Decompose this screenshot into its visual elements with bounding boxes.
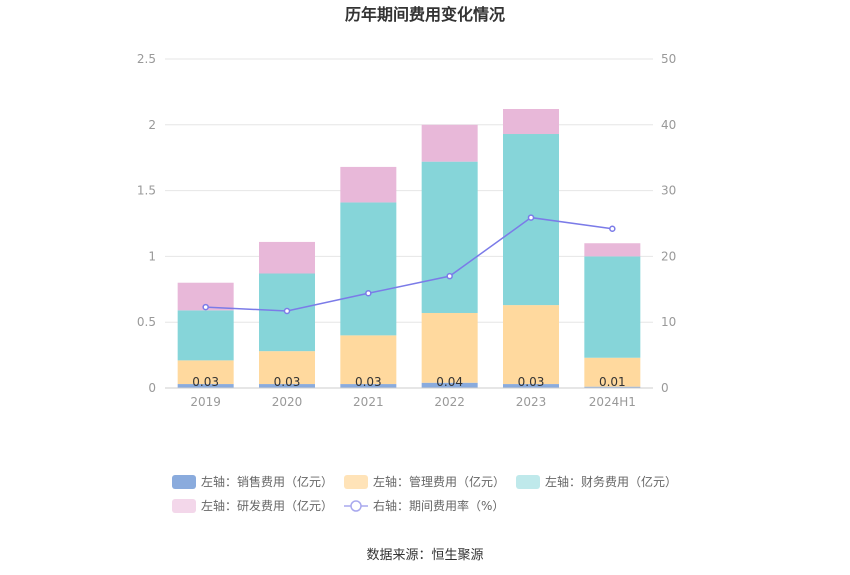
left-tick-label: 0.5: [137, 315, 156, 329]
left-axis: 0 0.5 1 1.5 2 2.5: [137, 52, 156, 395]
legend-item[interactable]: 左轴：财务费用（亿元）: [516, 474, 677, 489]
legend[interactable]: 左轴：销售费用（亿元） 左轴：管理费用（亿元） 左轴：财务费用（亿元） 左轴：研发费用…: [172, 474, 677, 513]
rate-point[interactable]: [446, 272, 453, 280]
bar-segment-0-2020[interactable]: [259, 384, 315, 388]
rate-point[interactable]: [283, 307, 291, 315]
x-axis: 2019 2020 2021 2022 2023 2024H1: [165, 387, 653, 409]
legend-label: 左轴：研发费用（亿元）: [201, 498, 333, 513]
bar-segment-0-2022[interactable]: [421, 382, 478, 388]
rate-line-path: [205, 216, 613, 312]
rate-point[interactable]: [609, 225, 616, 233]
data-label: 0.03: [274, 375, 301, 389]
legend-label: 右轴：期间费用率（%）: [373, 498, 504, 513]
right-tick-label: 50: [661, 52, 676, 66]
right-tick-label: 10: [661, 315, 676, 329]
legend-circle-swatch: [350, 500, 362, 512]
x-tick-label: 2019: [190, 395, 221, 409]
legend-label: 左轴：管理费用（亿元）: [373, 474, 505, 489]
data-label: 0.01: [599, 375, 626, 389]
data-label: 0.03: [355, 375, 382, 389]
bar-segment-3-2020[interactable]: [259, 241, 315, 274]
legend-item[interactable]: 左轴：销售费用（亿元）: [172, 474, 333, 489]
left-tick-label: 2: [148, 118, 156, 132]
left-tick-label: 0: [148, 381, 156, 395]
left-tick-label: 1.5: [137, 184, 156, 198]
right-tick-label: 0: [661, 381, 669, 395]
right-tick-label: 30: [661, 184, 676, 198]
data-label: 0.04: [436, 375, 463, 389]
legend-item[interactable]: 左轴：管理费用（亿元）: [344, 474, 505, 489]
bar-segment-1-2020[interactable]: [259, 351, 315, 385]
right-tick-label: 40: [661, 118, 676, 132]
bar-segment-2-2024H1[interactable]: [584, 256, 641, 358]
bar-segment-0-2023[interactable]: [503, 384, 559, 388]
source-text: 数据来源：恒生聚源: [366, 548, 483, 563]
legend-item[interactable]: 右轴：期间费用率（%）: [344, 498, 504, 513]
legend-swatch: [172, 499, 196, 513]
bar-segment-1-2022[interactable]: [421, 312, 478, 383]
legend-label: 左轴：财务费用（亿元）: [545, 474, 677, 489]
x-tick-label: 2020: [272, 395, 303, 409]
bars: [177, 109, 641, 388]
bar-segment-3-2023[interactable]: [503, 109, 559, 135]
bar-segment-3-2022[interactable]: [421, 124, 478, 162]
bar-segment-3-2024H1[interactable]: [584, 243, 641, 257]
bar-segment-1-2021[interactable]: [340, 335, 397, 385]
legend-label: 左轴：销售费用（亿元）: [201, 474, 333, 489]
grid: [165, 58, 653, 323]
bar-segment-1-2019[interactable]: [177, 360, 234, 385]
bar-segment-1-2024H1[interactable]: [584, 357, 641, 387]
bar-segment-2-2022[interactable]: [421, 161, 478, 313]
data-labels: 0.03 0.03 0.03 0.04 0.03 0.01: [192, 375, 625, 389]
rate-point[interactable]: [202, 303, 209, 311]
bar-segment-3-2021[interactable]: [340, 166, 397, 203]
left-tick-label: 1: [148, 249, 156, 263]
x-tick-label: 2023: [516, 395, 547, 409]
left-tick-label: 2.5: [137, 52, 156, 66]
right-axis: 0 10 20 30 40 50: [661, 52, 676, 395]
bar-segment-0-2021[interactable]: [340, 384, 397, 388]
chart-title: 历年期间费用变化情况: [345, 5, 505, 24]
x-tick-label: 2022: [434, 395, 465, 409]
bar-segment-0-2019[interactable]: [177, 384, 234, 388]
rate-point[interactable]: [365, 289, 372, 297]
bar-segment-1-2023[interactable]: [503, 305, 559, 385]
bar-segment-0-2024H1[interactable]: [584, 386, 641, 388]
legend-item[interactable]: 左轴：研发费用（亿元）: [172, 498, 333, 513]
rate-point[interactable]: [527, 214, 535, 221]
bar-segment-2-2021[interactable]: [340, 202, 397, 336]
bar-segment-2-2019[interactable]: [177, 310, 234, 361]
legend-swatch: [344, 475, 368, 489]
rate-line: [202, 214, 616, 315]
legend-swatch: [516, 475, 540, 489]
data-label: 0.03: [192, 375, 219, 389]
data-label: 0.03: [518, 375, 545, 389]
x-tick-label: 2024H1: [589, 395, 636, 409]
right-tick-label: 20: [661, 249, 676, 263]
legend-swatch: [172, 475, 196, 489]
x-tick-label: 2021: [353, 395, 384, 409]
